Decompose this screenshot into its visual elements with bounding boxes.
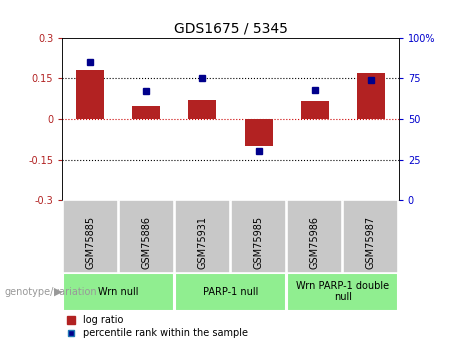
Bar <box>175 273 286 310</box>
Text: GSM75985: GSM75985 <box>254 216 264 269</box>
Text: GSM75885: GSM75885 <box>85 216 95 269</box>
Text: ▶: ▶ <box>54 287 63 296</box>
Bar <box>76 70 104 119</box>
Title: GDS1675 / 5345: GDS1675 / 5345 <box>173 21 288 36</box>
Bar <box>244 119 272 146</box>
Text: Wrn PARP-1 double
null: Wrn PARP-1 double null <box>296 281 389 302</box>
Bar <box>132 106 160 119</box>
Legend: log ratio, percentile rank within the sample: log ratio, percentile rank within the sa… <box>67 315 248 338</box>
Bar <box>63 273 174 310</box>
Bar <box>343 200 398 273</box>
Bar <box>301 101 329 119</box>
Text: genotype/variation: genotype/variation <box>5 287 97 296</box>
Bar <box>175 200 230 273</box>
Bar <box>189 100 217 119</box>
Text: GSM75987: GSM75987 <box>366 216 376 269</box>
Text: GSM75986: GSM75986 <box>310 216 319 269</box>
Bar <box>357 73 385 119</box>
Bar <box>63 200 118 273</box>
Bar <box>231 200 286 273</box>
Text: GSM75931: GSM75931 <box>197 216 207 269</box>
Text: Wrn null: Wrn null <box>98 287 139 296</box>
Text: GSM75886: GSM75886 <box>142 216 151 269</box>
Bar <box>287 200 343 273</box>
Bar <box>118 200 174 273</box>
Bar <box>287 273 398 310</box>
Text: PARP-1 null: PARP-1 null <box>203 287 258 296</box>
